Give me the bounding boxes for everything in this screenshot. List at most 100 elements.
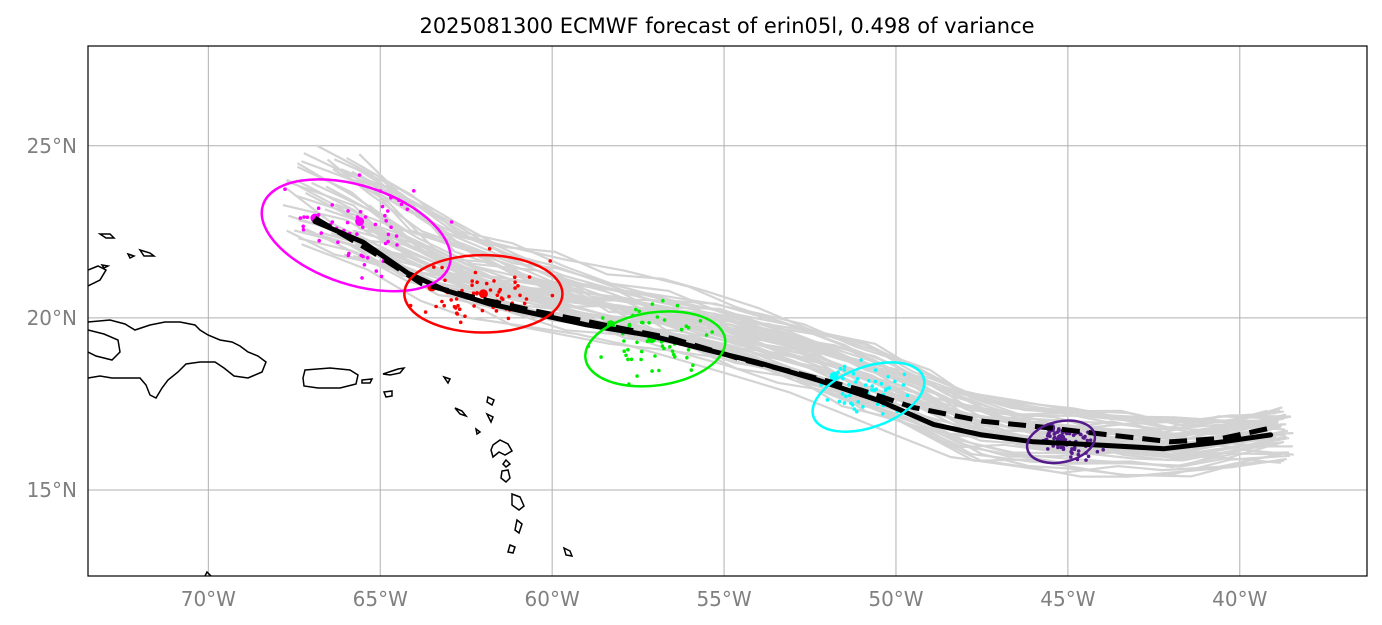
mean-position-dot (355, 217, 365, 227)
ensemble-position-dot (684, 324, 689, 329)
ensemble-position-dot (653, 354, 657, 358)
ensemble-track (354, 243, 1282, 448)
ensemble-position-dot (283, 187, 287, 191)
ensemble-position-dot (495, 293, 500, 298)
ensemble-position-dot (423, 310, 428, 314)
ensemble-position-dot (405, 207, 410, 212)
coast-hispaniola (88, 319, 267, 399)
ensemble-position-dot (639, 357, 643, 362)
ensemble-position-dot (855, 376, 860, 381)
ensemble-position-dot (844, 394, 848, 399)
ensemble-position-dot (442, 303, 447, 308)
ensemble-position-dot (501, 297, 505, 302)
ensemble-position-dot (1056, 429, 1061, 433)
ensemble-position-dot (471, 291, 476, 296)
uncertainty-ellipse (260, 178, 452, 293)
coast-bahamas-1 (97, 233, 116, 239)
ensemble-position-dot (679, 327, 684, 332)
ensemble-position-dot (361, 225, 365, 229)
x-tick-label: 40°W (1212, 587, 1267, 611)
ensemble-position-dot (635, 340, 639, 345)
ensemble-position-dot (873, 379, 878, 384)
ensemble-position-dot (668, 345, 672, 349)
ensemble-position-dot (1076, 452, 1081, 457)
y-axis-ticks: 15°N 20°N 25°N (27, 134, 77, 502)
ensemble-position-dot (507, 294, 511, 299)
coast-islet-7 (485, 412, 494, 424)
uncertainty-ellipse (1025, 419, 1097, 465)
ensemble-position-dot (492, 279, 496, 283)
mean-track-dashed (313, 215, 1272, 445)
ensemble-position-dot (1086, 454, 1091, 459)
ensemble-position-dot (629, 357, 634, 362)
ensemble-track (301, 243, 1283, 474)
coastlines (88, 233, 574, 576)
x-tick-label: 45°W (1040, 587, 1095, 611)
ensemble-position-dot (506, 316, 511, 321)
ensemble-position-dot (363, 215, 368, 219)
x-axis-ticks: 70°W 65°W 60°W 55°W 50°W 45°W 40°W (181, 587, 1268, 611)
ensemble-position-dot (836, 370, 840, 374)
ensemble-position-dot (362, 263, 367, 267)
ensemble-position-dot (905, 393, 910, 398)
ensemble-position-dot (875, 402, 880, 407)
ensemble-position-dot (513, 280, 517, 285)
ensemble-position-dot (626, 347, 630, 352)
ensemble-position-dot (1088, 438, 1093, 443)
ensemble-position-dot (454, 297, 459, 301)
mean-position-dot (478, 289, 488, 299)
uncertainty-ellipses (260, 178, 1097, 465)
uncertainty-ellipse (584, 310, 727, 388)
ensemble-position-dot (660, 344, 665, 348)
ensemble-position-dot (473, 270, 478, 275)
ensemble-position-dot (395, 243, 399, 247)
coast-islet-2 (382, 366, 406, 376)
ensemble-position-dot (872, 388, 877, 393)
ensemble-position-dot (627, 322, 632, 327)
coast-bahamas-4 (100, 263, 111, 269)
ensemble-position-dot (624, 353, 628, 358)
ensemble-position-dot (847, 393, 852, 398)
ensemble-position-dot (851, 371, 856, 376)
ensemble-position-dot (449, 220, 454, 224)
ensemble-position-dot (494, 309, 499, 313)
chart-title: 2025081300 ECMWF forecast of erin05l, 0.… (419, 14, 1034, 38)
coast-martinique (511, 492, 525, 511)
ensemble-position-dot (1071, 433, 1076, 438)
ensemble-position-dot (657, 368, 661, 373)
x-tick-label: 55°W (696, 587, 751, 611)
ensemble-position-dot (840, 392, 845, 396)
ensemble-position-dot (626, 357, 630, 362)
coast-st-lucia (514, 518, 523, 535)
coast-islet-3 (382, 390, 393, 398)
ensemble-position-dot (301, 224, 306, 229)
ensemble-position-dot (1046, 447, 1050, 451)
ensemble-position-clusters (283, 173, 1105, 462)
ensemble-position-dot (316, 206, 321, 210)
ensemble-position-dot (487, 247, 492, 251)
ensemble-position-dot (470, 279, 475, 283)
ensemble-position-dot (374, 269, 379, 273)
ensemble-position-dot (887, 386, 891, 390)
ensemble-position-dot (1085, 438, 1090, 443)
ensemble-position-dot (1076, 449, 1081, 453)
ensemble-position-dot (360, 276, 364, 280)
ensemble-position-dot (686, 348, 691, 352)
ensemble-position-dot (842, 368, 847, 372)
ensemble-position-dot (317, 238, 322, 243)
ensemble-position-dot (901, 383, 906, 387)
ensemble-position-dot (373, 222, 378, 227)
ensemble-position-dot (640, 320, 644, 325)
ensemble-position-dot (854, 409, 859, 414)
ensemble-position-dot (383, 241, 388, 246)
ensemble-position-dot (837, 399, 842, 404)
ensemble-track (347, 178, 1278, 426)
uncertainty-ellipse (403, 253, 564, 334)
ensemble-position-dot (458, 320, 463, 325)
coast-islet-6 (486, 395, 495, 407)
ensemble-position-dot (475, 291, 479, 296)
ensemble-position-dot (1069, 450, 1073, 454)
ensemble-position-dot (622, 339, 626, 343)
ensemble-position-dot (384, 219, 389, 223)
ensemble-position-dot (488, 288, 493, 292)
